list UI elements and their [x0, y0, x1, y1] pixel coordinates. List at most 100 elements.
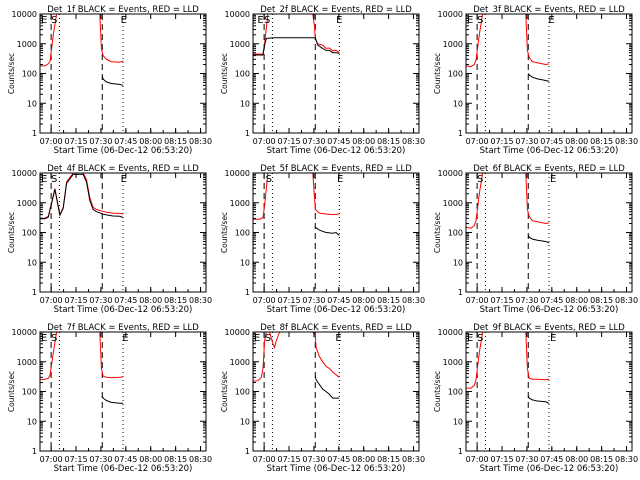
- attenuator-marker-s: S: [477, 333, 483, 344]
- x-axis-label: Start Time (06-Dec-12 06:53:20): [54, 146, 193, 156]
- attenuator-marker-e: E: [257, 15, 263, 26]
- attenuator-marker-e: E: [41, 333, 47, 344]
- x-tick-label: 08:15: [164, 137, 187, 146]
- attenuator-marker-e: E: [121, 174, 127, 185]
- chart-panel-7: Det_7f BLACK = Events, RED = LLD 1 10 100 10…: [7, 323, 212, 474]
- x-tick-label: 08:00: [139, 137, 162, 146]
- attenuator-marker-e: E: [550, 174, 556, 185]
- y-axis-label: Counts/sec: [220, 53, 229, 94]
- x-axis-label: Start Time (06-Dec-12 06:53:20): [54, 305, 193, 315]
- events-series-line: [527, 395, 550, 404]
- x-tick-label: 07:45: [540, 296, 563, 305]
- y-tick-label: 10000: [438, 10, 463, 19]
- plot-frame: [39, 13, 207, 134]
- x-tick-label: 08:00: [352, 137, 375, 146]
- x-tick-label: 07:15: [490, 296, 513, 305]
- y-tick-label: 10000: [438, 328, 463, 337]
- y-axis-label: Counts/sec: [7, 371, 16, 412]
- x-tick-label: 08:15: [590, 296, 613, 305]
- events-series-line: [527, 73, 550, 82]
- y-tick-label: 10: [27, 258, 37, 267]
- x-tick-label: 07:00: [253, 455, 276, 464]
- y-tick-label: 1: [458, 129, 463, 138]
- chart-title: Det_6f BLACK = Events, RED = LLD: [473, 164, 625, 174]
- attenuator-marker-s: S: [477, 15, 483, 26]
- plot-frame: [39, 331, 207, 452]
- lld-series-line: [253, 332, 340, 382]
- x-tick-label: 08:30: [615, 137, 638, 146]
- x-axis-label: Start Time (06-Dec-12 06:53:20): [480, 146, 619, 156]
- y-tick-label: 10: [240, 99, 250, 108]
- y-tick-label: 10: [27, 99, 37, 108]
- x-tick-label: 08:00: [139, 296, 162, 305]
- x-tick-label: 08:15: [590, 137, 613, 146]
- y-tick-label: 1: [32, 447, 37, 456]
- chart-panel-9: Det_9f BLACK = Events, RED = LLD 1 10 100 10…: [433, 323, 638, 474]
- y-tick-label: 1: [458, 447, 463, 456]
- x-tick-label: 07:00: [40, 137, 63, 146]
- y-tick-label: 10000: [12, 169, 37, 178]
- x-tick-label: 07:15: [64, 137, 87, 146]
- y-tick-label: 10: [240, 417, 250, 426]
- lld-series-line: [40, 14, 124, 67]
- x-tick-label: 07:15: [277, 296, 300, 305]
- attenuator-marker-e: E: [467, 15, 473, 26]
- attenuator-marker-e: E: [337, 174, 343, 185]
- x-tick-label: 07:30: [302, 296, 325, 305]
- plot-frame: [465, 13, 633, 134]
- y-tick-label: 1000: [443, 199, 463, 208]
- x-tick-label: 08:00: [565, 296, 588, 305]
- y-tick-label: 100: [448, 70, 463, 79]
- attenuator-marker-s: S: [265, 333, 271, 344]
- chart-panel-3: Det_3f BLACK = Events, RED = LLD 1 10 100 10…: [433, 5, 638, 156]
- y-tick-label: 1: [245, 288, 250, 297]
- y-axis-label: Counts/sec: [7, 53, 16, 94]
- x-tick-label: 08:30: [189, 455, 212, 464]
- y-tick-label: 1: [32, 288, 37, 297]
- y-tick-label: 100: [235, 229, 250, 238]
- chart-panel-2: Det_2f BLACK = Events, RED = LLD 1 10 100 10…: [220, 5, 425, 156]
- x-tick-label: 07:30: [89, 455, 112, 464]
- x-tick-label: 07:45: [114, 137, 137, 146]
- x-axis-label: Start Time (06-Dec-12 06:53:20): [267, 146, 406, 156]
- x-tick-label: 08:30: [402, 296, 425, 305]
- attenuator-marker-e: E: [548, 15, 554, 26]
- chart-title: Det_1f BLACK = Events, RED = LLD: [47, 5, 199, 15]
- y-axis-label: Counts/sec: [220, 212, 229, 253]
- events-series-line: [314, 376, 340, 399]
- x-tick-label: 07:15: [277, 455, 300, 464]
- x-tick-label: 07:15: [490, 455, 513, 464]
- x-tick-label: 07:45: [327, 296, 350, 305]
- x-tick-label: 08:30: [189, 296, 212, 305]
- x-tick-label: 07:30: [515, 455, 538, 464]
- y-axis-label: Counts/sec: [7, 212, 16, 253]
- attenuator-marker-e: E: [467, 333, 473, 344]
- x-tick-label: 08:30: [615, 455, 638, 464]
- x-tick-label: 07:45: [114, 296, 137, 305]
- x-axis-label: Start Time (06-Dec-12 06:53:20): [54, 464, 193, 474]
- attenuator-marker-e: E: [335, 333, 341, 344]
- chart-title: Det_5f BLACK = Events, RED = LLD: [260, 164, 412, 174]
- lld-series-line: [466, 332, 550, 389]
- attenuator-marker-e: E: [41, 174, 47, 185]
- y-tick-label: 1: [245, 129, 250, 138]
- x-tick-label: 07:45: [114, 455, 137, 464]
- chart-title: Det_3f BLACK = Events, RED = LLD: [473, 5, 625, 15]
- x-tick-label: 07:45: [540, 455, 563, 464]
- x-tick-label: 07:30: [302, 137, 325, 146]
- chart-title: Det_9f BLACK = Events, RED = LLD: [473, 323, 625, 333]
- y-tick-label: 1000: [17, 199, 37, 208]
- lld-series-line: [466, 173, 550, 229]
- x-tick-label: 07:00: [40, 296, 63, 305]
- chart-title: Det_8f BLACK = Events, RED = LLD: [260, 323, 412, 333]
- y-tick-label: 100: [22, 388, 37, 397]
- y-tick-label: 1000: [230, 199, 250, 208]
- y-tick-label: 100: [22, 70, 37, 79]
- attenuator-marker-s: S: [51, 15, 57, 26]
- y-tick-label: 10: [453, 99, 463, 108]
- y-axis-label: Counts/sec: [220, 371, 229, 412]
- attenuator-marker-e: E: [122, 333, 128, 344]
- x-tick-label: 08:00: [565, 137, 588, 146]
- y-tick-label: 100: [448, 388, 463, 397]
- x-tick-label: 08:00: [352, 296, 375, 305]
